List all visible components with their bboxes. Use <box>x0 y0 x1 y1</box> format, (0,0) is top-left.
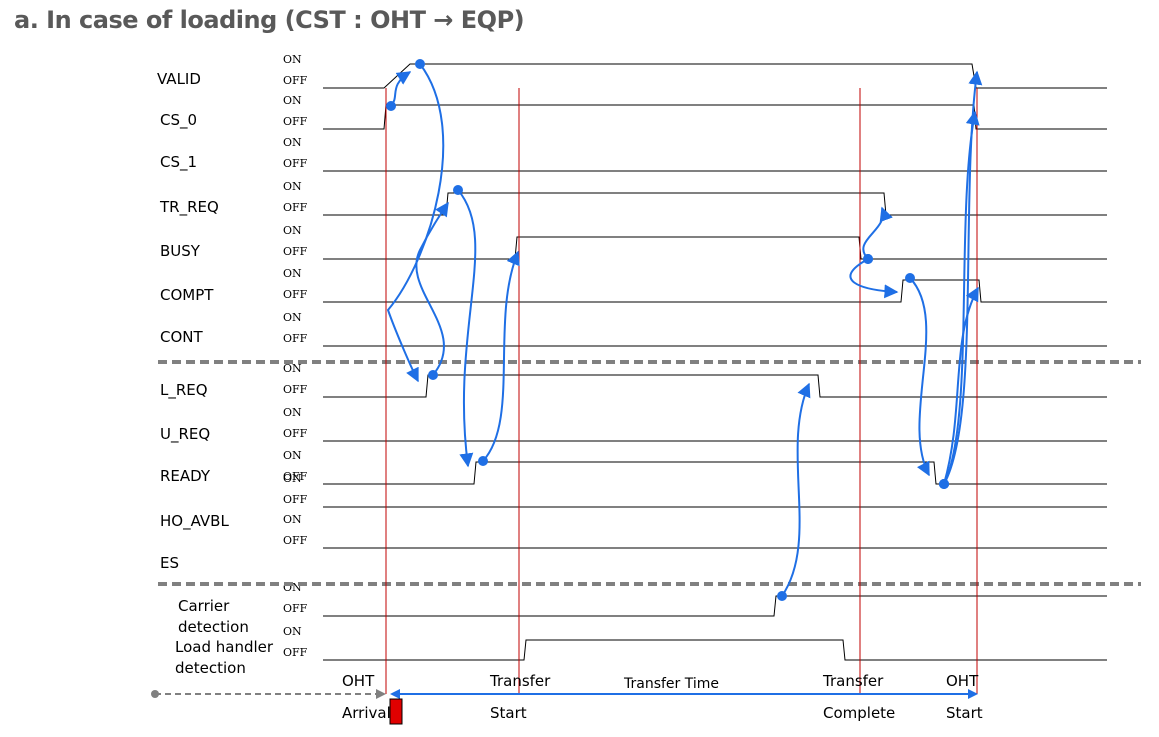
signal-label-valid: VALID <box>157 70 201 88</box>
handshake-arrow-ready-off-to-cs0-off <box>943 110 980 485</box>
waveform-ready <box>323 461 1107 485</box>
handshake-dot-lreq-to-trreq <box>428 370 438 380</box>
state-off-label-cont: OFF <box>283 332 308 345</box>
signal-label-compt: COMPT <box>160 286 214 304</box>
state-off-label-u-req: OFF <box>283 427 308 440</box>
timeline-transfer-start-top: Transfer <box>489 672 551 690</box>
signal-label-load-handler-detection: Load handler detection <box>175 638 274 677</box>
timeline-transfer-start-bottom: Start <box>490 704 527 722</box>
page-title: a. In case of loading (CST : OHT → EQP) <box>14 6 525 34</box>
timeline-oht-arrival-bottom: Arrival <box>342 704 391 722</box>
state-on-label-cont: ON <box>283 311 302 324</box>
signal-label-cs-1: CS_1 <box>160 153 197 172</box>
signal-label-u-req: U_REQ <box>160 425 210 444</box>
handshake-arrow-carrier-to-lreq-off <box>781 382 811 597</box>
arrival-marker <box>389 698 403 725</box>
state-on-label-busy: ON <box>283 224 302 237</box>
signal-label-ho-avbl: HO_AVBL <box>160 512 229 531</box>
timeline-transfer-complete-top: Transfer <box>822 672 884 690</box>
handshake-dot-ready-off-to-compt-off <box>939 479 949 489</box>
state-on-label-tr-req: ON <box>283 180 302 193</box>
state-off-label-ho-avbl: OFF <box>283 493 308 506</box>
signal-label-cs-0: CS_0 <box>160 111 197 130</box>
state-off-label-busy: OFF <box>283 245 308 258</box>
transfer-time-arrowhead-right <box>968 689 978 699</box>
signal-label-l-req: L_REQ <box>160 381 208 400</box>
signal-label-busy: BUSY <box>160 242 201 260</box>
handshake-dot-valid-to-lreq <box>415 59 425 69</box>
signal-label-carrier-detection: Carrier detection <box>178 597 249 636</box>
signal-label-cont: CONT <box>160 328 204 346</box>
timeline-oht-start-top: OHT <box>946 672 979 690</box>
waveform-carrier-detection <box>323 595 1107 617</box>
state-on-label-ho-avbl: ON <box>283 472 302 485</box>
handshake-dot-busy-to-compt <box>863 254 873 264</box>
handshake-dot-carrier-to-lreq-off <box>777 591 787 601</box>
waveform-busy <box>323 236 1107 260</box>
waveform-cs-0 <box>323 104 1107 130</box>
state-on-label-cs-0: ON <box>283 94 302 107</box>
waveform-l-req <box>323 374 1107 398</box>
handshake-dot-compt-to-ready-off <box>905 273 915 283</box>
timeline-oht-start-bottom: Start <box>946 704 983 722</box>
handshake-arrow-cs0-to-valid <box>390 71 412 107</box>
timeline-oht-arrival-top: OHT <box>342 672 375 690</box>
state-on-label-ready: ON <box>283 449 302 462</box>
handshake-dot-trreq-to-ready <box>453 185 463 195</box>
signal-label-ready: READY <box>160 467 211 485</box>
state-off-label-tr-req: OFF <box>283 201 308 214</box>
state-off-label-compt: OFF <box>283 288 308 301</box>
handshake-arrow-busy-to-compt <box>849 258 899 299</box>
oht-origin-dot <box>151 690 159 698</box>
state-on-label-load-handler-detection: ON <box>283 625 302 638</box>
state-on-label-l-req: ON <box>283 362 302 375</box>
handshake-arrow-valid-to-lreq <box>386 63 445 383</box>
timeline-transfer-complete-bottom: Complete <box>823 704 895 722</box>
state-off-label-l-req: OFF <box>283 383 308 396</box>
signal-label-tr-req: TR_REQ <box>159 198 219 217</box>
signal-label-es: ES <box>160 554 179 572</box>
state-on-label-es: ON <box>283 513 302 526</box>
state-on-label-u-req: ON <box>283 406 302 419</box>
waveform-compt <box>323 279 1107 303</box>
handshake-dot-ready-to-busy <box>478 456 488 466</box>
state-off-label-carrier-detection: OFF <box>283 602 308 615</box>
timeline-transfer-time: Transfer Time <box>623 676 719 692</box>
transfer-time-arrowhead-left <box>390 689 400 699</box>
state-off-label-valid: OFF <box>283 74 308 87</box>
handshake-arrow-busy-to-trreq-off <box>862 206 893 260</box>
handshake-arrow-trreq-to-ready <box>457 189 477 468</box>
handshake-dot-cs0-to-valid <box>386 101 396 111</box>
oht-approach-arrowhead <box>376 689 386 699</box>
handshake-arrow-lreq-to-trreq <box>415 201 449 376</box>
state-off-label-ready: OFF <box>283 470 308 483</box>
waveform-valid <box>323 63 1107 89</box>
state-off-label-load-handler-detection: OFF <box>283 646 308 659</box>
handshake-arrow-compt-to-ready-off <box>909 277 930 477</box>
state-on-label-valid: ON <box>283 53 302 66</box>
handshake-arrow-ready-to-busy <box>482 250 520 462</box>
state-off-label-cs-0: OFF <box>283 115 308 128</box>
state-off-label-es: OFF <box>283 534 308 547</box>
waveform-tr-req <box>323 192 1107 216</box>
state-on-label-compt: ON <box>283 267 302 280</box>
state-off-label-cs-1: OFF <box>283 157 308 170</box>
handshake-arrow-ready-off-to-compt-off <box>943 286 979 485</box>
waveform-load-handler-detection <box>323 639 1107 661</box>
state-on-label-cs-1: ON <box>283 136 302 149</box>
